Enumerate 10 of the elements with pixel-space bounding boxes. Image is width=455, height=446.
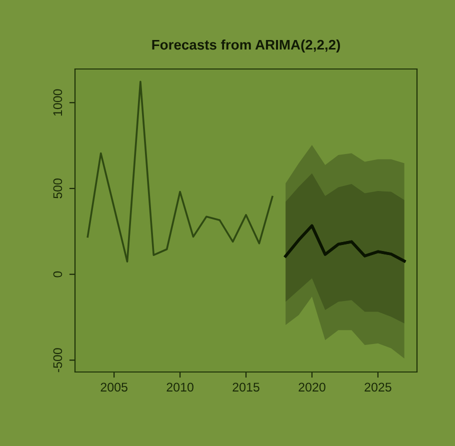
y-tick-label: 0	[53, 271, 62, 278]
x-tick-label: 2010	[166, 382, 194, 392]
y-tick-label: 1000	[53, 89, 62, 116]
x-tick-label: 2015	[232, 382, 260, 392]
y-tick-label: -500	[53, 348, 62, 372]
x-tick-label: 2020	[298, 382, 326, 392]
chart-title: Forecasts from ARIMA(2,2,2)	[152, 39, 340, 52]
x-tick-label: 2025	[364, 382, 392, 392]
y-tick-label: 500	[53, 178, 62, 198]
x-tick-label: 2005	[100, 382, 128, 392]
